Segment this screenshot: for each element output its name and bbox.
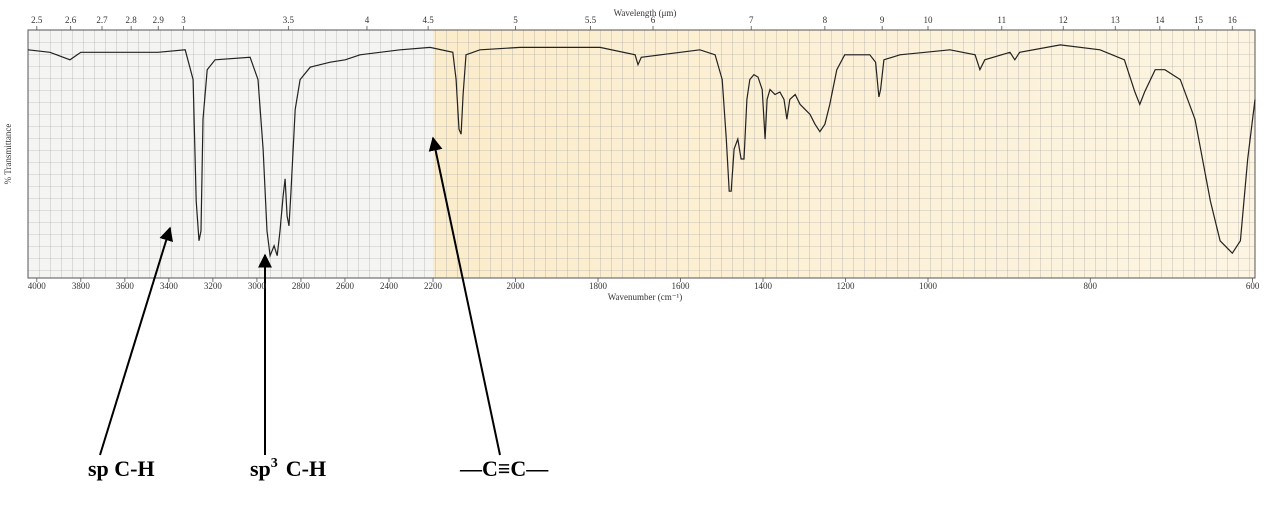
x2-tick-label: 2.8	[126, 15, 138, 25]
x-axis-label: Wavenumber (cm⁻¹)	[608, 292, 682, 302]
x-tick-label: 2400	[380, 281, 399, 291]
x-tick-label: 2800	[292, 281, 311, 291]
grid	[27, 29, 1256, 279]
annotation-superscript: 3	[271, 456, 278, 471]
arrow	[99, 226, 173, 456]
annotation-part: sp	[250, 456, 271, 481]
x-tick-label: 2000	[507, 281, 526, 291]
x2-tick-label: 8	[823, 15, 828, 25]
x2-tick-label: 3	[181, 15, 186, 25]
x2-tick-label: 2.7	[96, 15, 108, 25]
x-tick-label: 1400	[754, 281, 773, 291]
x2-tick-label: 2.9	[153, 15, 165, 25]
x-tick-label: 4000	[28, 281, 47, 291]
x2-tick-label: 13	[1111, 15, 1121, 25]
x2-tick-label: 14	[1155, 15, 1165, 25]
x-tick-label: 1200	[837, 281, 856, 291]
x2-tick-label: 3.5	[283, 15, 295, 25]
x-tick-label: 3000	[248, 281, 267, 291]
x-tick-label: 1800	[589, 281, 608, 291]
x2-tick-label: 6	[651, 15, 656, 25]
x2-tick-label: 11	[997, 15, 1006, 25]
x2-tick-label: 16	[1228, 15, 1238, 25]
x-tick-label: 1600	[672, 281, 691, 291]
annotation-part: C-H	[286, 456, 326, 481]
annotation: —C≡C—	[459, 456, 549, 481]
x-tick-label: 600	[1246, 281, 1260, 291]
x2-axis-label: Wavelength (μm)	[614, 8, 677, 18]
x2-tick-label: 4.5	[422, 15, 434, 25]
x-tick-label: 3800	[72, 281, 91, 291]
y-axis-label: % Transmittance	[3, 124, 13, 185]
arrow	[428, 136, 501, 456]
x2-tick-label: 5.5	[585, 15, 597, 25]
spectrum-line	[27, 44, 1256, 259]
x2-tick-label: 5	[513, 15, 518, 25]
x2-tick-label: 4	[365, 15, 370, 25]
annotation: sp3 C-H	[250, 456, 326, 481]
x2-tick-label: 15	[1194, 15, 1204, 25]
annotation: sp C-H	[88, 456, 155, 481]
x2-tick-label: 12	[1059, 15, 1068, 25]
x2-tick-label: 7	[749, 15, 754, 25]
x-tick-label: 1000	[919, 281, 938, 291]
plot-background	[27, 29, 1256, 279]
x-tick-label: 2600	[336, 281, 355, 291]
x-tick-label: 3600	[116, 281, 135, 291]
x2-tick-label: 10	[924, 15, 934, 25]
x-tick-label: 2200	[424, 281, 443, 291]
x-tick-label: 3400	[160, 281, 179, 291]
x2-tick-label: 2.6	[65, 15, 77, 25]
x2-tick-label: 2.5	[31, 15, 43, 25]
x-tick-label: 3200	[204, 281, 223, 291]
x-tick-label: 800	[1084, 281, 1098, 291]
x2-tick-label: 9	[880, 15, 885, 25]
